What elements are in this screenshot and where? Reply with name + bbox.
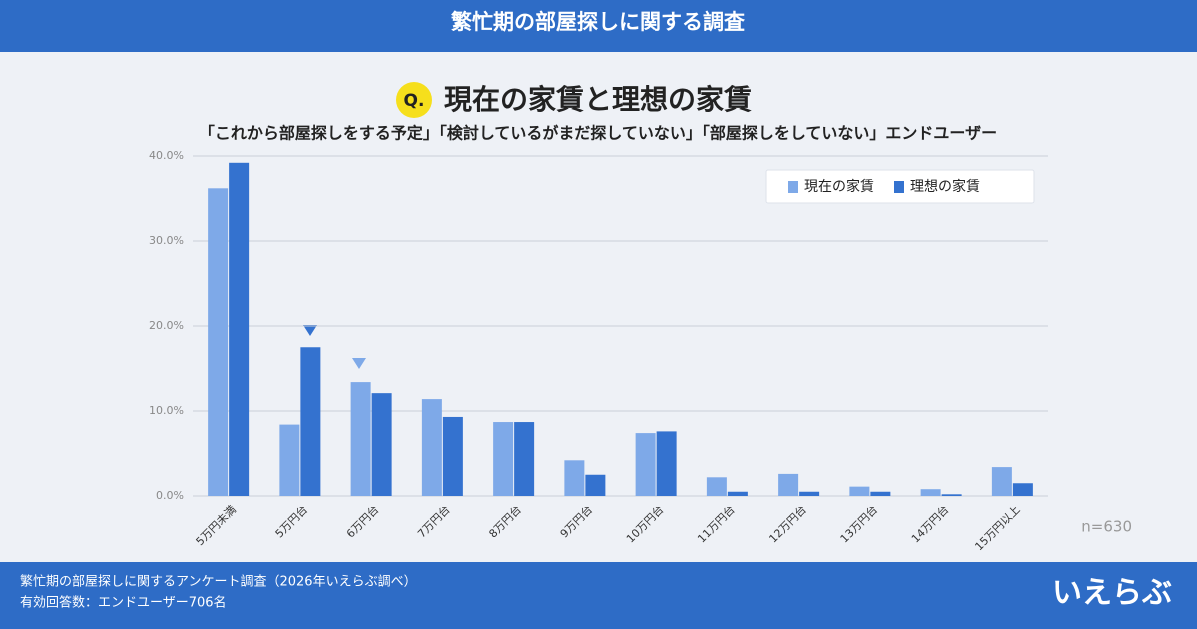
q-label: Q. [404, 91, 425, 111]
x-tick-label: 10万円台 [623, 502, 666, 545]
x-tick-label: 5万円未満 [194, 503, 239, 548]
bar [585, 474, 606, 496]
bar [300, 347, 321, 496]
x-tick-label: 6万円台 [343, 502, 381, 540]
chart-title: 現在の家賃と理想の家賃 [444, 83, 752, 116]
bar [727, 491, 748, 496]
x-tick-label: 13万円台 [837, 502, 880, 545]
bar [941, 494, 962, 496]
bar [564, 460, 585, 496]
bar [706, 477, 727, 496]
bar [920, 489, 941, 496]
bar [208, 188, 229, 497]
chart-subtitle: 「これから部屋探しをする予定」「検討しているがまだ探していない」「部屋探しをして… [199, 124, 997, 143]
legend-label: 現在の家賃 [804, 178, 874, 195]
bar [870, 491, 891, 496]
x-tick-label: 7万円台 [414, 502, 452, 540]
y-tick-label: 20.0% [149, 319, 184, 332]
bar [656, 431, 677, 496]
x-tick-label: 12万円台 [766, 502, 809, 545]
y-tick-label: 10.0% [149, 404, 184, 417]
x-tick-label: 14万円台 [908, 502, 951, 545]
bar [421, 399, 442, 496]
legend-swatch [788, 181, 798, 193]
bar [799, 491, 820, 496]
footer-bar [0, 562, 1197, 629]
y-tick-label: 40.0% [149, 149, 184, 162]
bar [1012, 483, 1033, 496]
y-tick-label: 30.0% [149, 234, 184, 247]
header-title: 繁忙期の部屋探しに関する調査 [451, 10, 745, 34]
bar [849, 486, 870, 496]
sample-note: n=630 [1081, 518, 1132, 536]
bar [635, 433, 656, 496]
bar [229, 162, 250, 497]
header-bar [0, 0, 1197, 52]
x-tick-label: 11万円台 [694, 502, 737, 545]
legend-label: 理想の家賃 [910, 178, 980, 195]
footer-line: 繁忙期の部屋探しに関するアンケート調査（2026年いえらぶ調べ） [20, 574, 417, 590]
bar [279, 424, 300, 496]
bar [778, 473, 799, 496]
bar [493, 422, 514, 496]
bar [442, 416, 463, 496]
q-badge [396, 82, 432, 118]
bar [350, 382, 371, 496]
legend-swatch [894, 181, 904, 193]
highlight-arrow [352, 358, 366, 369]
bar [514, 422, 535, 496]
highlight-arrow [303, 325, 317, 336]
bar [991, 467, 1012, 496]
x-tick-label: 5万円台 [272, 502, 310, 540]
x-tick-label: 8万円台 [486, 502, 524, 540]
x-tick-label: 9万円台 [557, 502, 595, 540]
x-tick-label: 15万円以上 [972, 503, 1022, 553]
logo: いえらぶ [1052, 576, 1172, 611]
y-tick-label: 0.0% [156, 489, 184, 502]
footer-line: 有効回答数：エンドユーザー706名 [20, 595, 227, 611]
bar [371, 393, 392, 496]
